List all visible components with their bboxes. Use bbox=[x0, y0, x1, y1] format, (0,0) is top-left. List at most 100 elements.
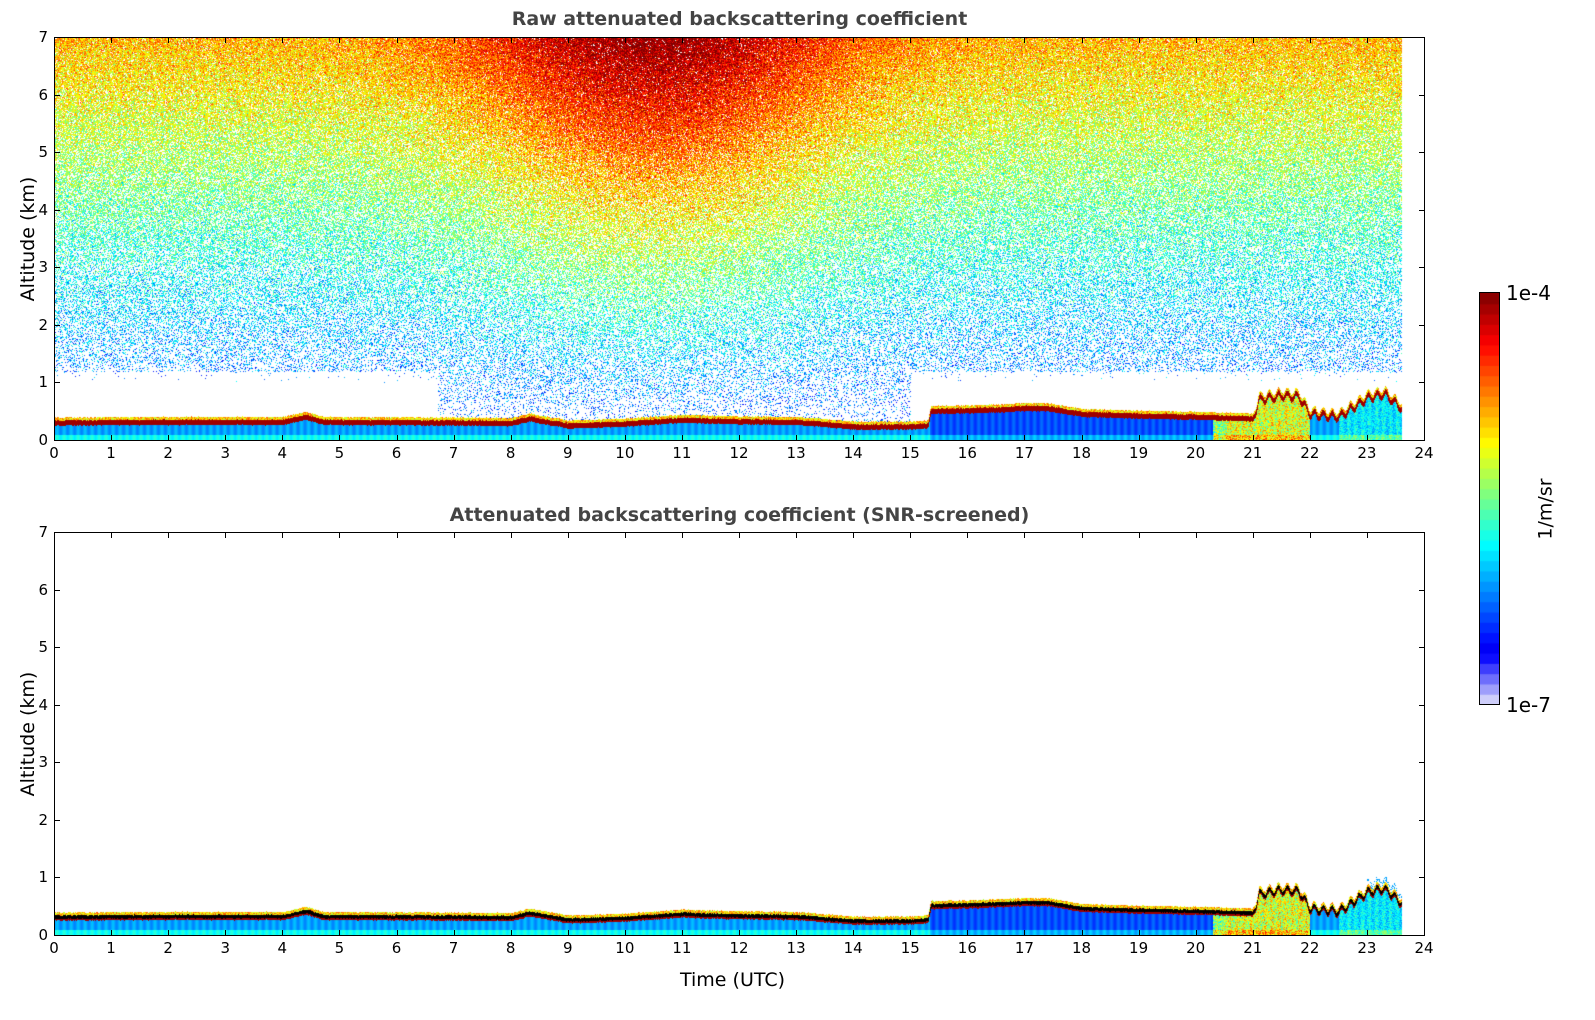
x-tick-mark bbox=[168, 37, 170, 43]
x-tick-mark bbox=[853, 930, 855, 936]
top-chart-title: Raw attenuated backscattering coefficien… bbox=[511, 8, 968, 30]
x-tick-label: 24 bbox=[1414, 939, 1434, 957]
x-tick-label: 12 bbox=[729, 444, 749, 462]
x-tick-mark bbox=[1024, 37, 1026, 43]
colorbar-max-label: 1e-4 bbox=[1506, 281, 1551, 305]
x-tick-label: 3 bbox=[220, 444, 231, 462]
y-tick-mark bbox=[54, 877, 60, 879]
y-tick-mark bbox=[1419, 762, 1425, 764]
x-tick-label: 8 bbox=[505, 939, 516, 957]
y-tick-mark bbox=[54, 382, 60, 384]
x-tick-mark bbox=[1195, 532, 1197, 538]
y-tick-label: 3 bbox=[38, 753, 48, 772]
x-tick-mark bbox=[567, 930, 569, 936]
x-tick-label: 4 bbox=[277, 444, 288, 462]
x-tick-mark bbox=[510, 435, 512, 441]
x-tick-label: 22 bbox=[1300, 939, 1320, 957]
x-tick-mark bbox=[1195, 930, 1197, 936]
y-tick-label: 3 bbox=[38, 258, 48, 277]
x-tick-label: 23 bbox=[1357, 444, 1377, 462]
x-tick-mark bbox=[453, 930, 455, 936]
x-tick-mark bbox=[796, 435, 798, 441]
x-tick-mark bbox=[510, 930, 512, 936]
y-tick-mark bbox=[1419, 152, 1425, 154]
x-tick-label: 13 bbox=[786, 444, 806, 462]
x-tick-mark bbox=[1195, 435, 1197, 441]
x-tick-mark bbox=[510, 532, 512, 538]
x-tick-label: 18 bbox=[1071, 444, 1092, 462]
top-plot-area bbox=[54, 37, 1425, 441]
x-tick-mark bbox=[1366, 930, 1368, 936]
y-tick-mark bbox=[54, 704, 60, 706]
x-tick-label: 11 bbox=[672, 939, 692, 957]
y-tick-label: 5 bbox=[38, 638, 48, 657]
x-tick-mark bbox=[339, 37, 341, 43]
y-tick-mark bbox=[54, 94, 60, 96]
colorbar-unit-label: 1/m/sr bbox=[1534, 478, 1557, 540]
x-tick-mark bbox=[1309, 37, 1311, 43]
x-tick-label: 9 bbox=[562, 939, 573, 957]
x-tick-mark bbox=[1081, 532, 1083, 538]
x-tick-mark bbox=[453, 435, 455, 441]
x-tick-label: 22 bbox=[1300, 444, 1320, 462]
x-tick-label: 20 bbox=[1186, 939, 1206, 957]
x-tick-label: 9 bbox=[562, 444, 573, 462]
y-tick-mark bbox=[1419, 440, 1425, 441]
y-tick-mark bbox=[1419, 704, 1425, 706]
y-tick-mark bbox=[54, 37, 60, 38]
x-tick-mark bbox=[1081, 930, 1083, 936]
x-tick-mark bbox=[111, 435, 113, 441]
x-tick-label: 6 bbox=[391, 444, 402, 462]
y-tick-mark bbox=[1419, 647, 1425, 649]
x-tick-mark bbox=[282, 930, 284, 936]
x-tick-mark bbox=[910, 930, 912, 936]
y-tick-label: 6 bbox=[38, 580, 48, 599]
x-tick-label: 10 bbox=[615, 444, 635, 462]
y-tick-mark bbox=[54, 209, 60, 211]
y-tick-label: 0 bbox=[38, 431, 48, 449]
x-tick-label: 15 bbox=[900, 444, 920, 462]
x-tick-mark bbox=[282, 532, 284, 538]
x-tick-mark bbox=[739, 435, 740, 441]
x-tick-label: 17 bbox=[1014, 444, 1034, 462]
x-tick-mark bbox=[396, 37, 398, 43]
colorbar bbox=[1479, 292, 1500, 705]
top-y-axis-label: Altitude (km) bbox=[17, 176, 39, 302]
x-tick-mark bbox=[967, 37, 969, 43]
x-tick-label: 19 bbox=[1129, 939, 1149, 957]
x-tick-mark bbox=[1424, 930, 1425, 936]
x-tick-mark bbox=[1252, 930, 1254, 936]
x-tick-mark bbox=[567, 435, 569, 441]
x-tick-label: 7 bbox=[448, 939, 459, 957]
x-tick-mark bbox=[910, 37, 912, 43]
y-tick-mark bbox=[1419, 324, 1425, 326]
x-tick-mark bbox=[225, 532, 227, 538]
x-tick-label: 19 bbox=[1129, 444, 1149, 462]
x-tick-label: 3 bbox=[220, 939, 231, 957]
y-tick-mark bbox=[1419, 94, 1425, 96]
x-tick-mark bbox=[225, 435, 227, 441]
y-tick-mark bbox=[1419, 37, 1425, 38]
bottom-plot-area bbox=[54, 532, 1425, 936]
x-tick-mark bbox=[1024, 930, 1026, 936]
y-tick-label: 4 bbox=[38, 200, 48, 219]
x-tick-mark bbox=[681, 435, 683, 441]
x-tick-mark bbox=[910, 532, 912, 538]
x-tick-mark bbox=[1252, 435, 1254, 441]
y-tick-label: 4 bbox=[38, 695, 48, 714]
x-tick-label: 18 bbox=[1071, 939, 1092, 957]
x-tick-mark bbox=[396, 435, 398, 441]
x-tick-mark bbox=[453, 37, 455, 43]
y-tick-mark bbox=[54, 647, 60, 649]
x-tick-label: 8 bbox=[505, 444, 516, 462]
y-tick-label: 2 bbox=[38, 810, 48, 829]
x-tick-mark bbox=[282, 37, 284, 43]
x-tick-label: 11 bbox=[672, 444, 692, 462]
x-tick-mark bbox=[624, 532, 626, 538]
x-tick-mark bbox=[1424, 435, 1425, 441]
x-tick-mark bbox=[168, 930, 170, 936]
x-tick-mark bbox=[111, 930, 113, 936]
y-tick-label: 6 bbox=[38, 85, 48, 104]
x-tick-mark bbox=[1366, 37, 1368, 43]
x-tick-mark bbox=[396, 930, 398, 936]
